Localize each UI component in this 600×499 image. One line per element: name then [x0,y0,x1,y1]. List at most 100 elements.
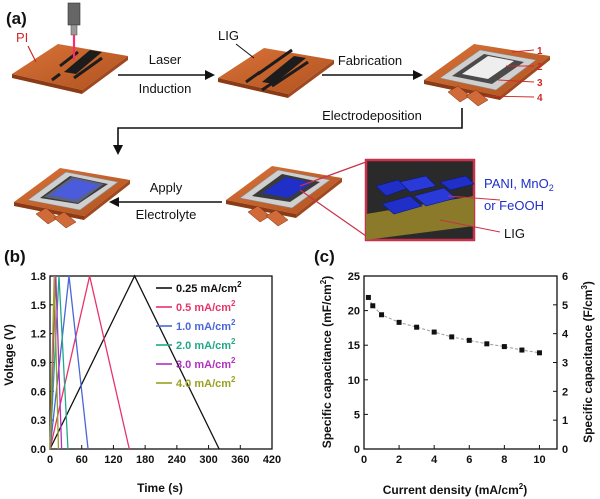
chart-b-x-tick-label: 240 [168,454,186,466]
zoom-lig-label: LIG [504,226,525,241]
pi-pointer [27,45,37,63]
chart-b-legend-unit-superscript: 2 [231,375,236,384]
chart-c-plot: 0 2 4 6 8 10 0 5 10 15 20 25 0 1 2 3 4 5 6 [348,271,569,466]
chart-b-legend-label: 4.0 mA/cm2 [176,375,236,390]
final-substrate-side [84,180,130,220]
lig-pattern-block [262,56,306,84]
pi-substrate-edge [12,74,82,94]
chart-b-y-tick-label: 1.2 [31,329,46,341]
chart-c-xlabel-end: ) [523,483,527,497]
chart-c-data-point [536,350,542,356]
lig-finger-2 [271,60,309,88]
layer-pointer-1 [511,49,535,53]
chart-c-y-tick-label: 25 [348,271,360,283]
chart-b-legend-label: 3.0 mA/cm2 [176,356,236,371]
zoom-pointer-lig [439,219,501,233]
chart-c-y-tick-label: 5 [354,409,360,421]
chart-b-x-tick-label: 0 [47,454,53,466]
panel-a-label: (a) [6,9,27,28]
chart-b-series-line [49,275,69,450]
chart-b-legend-label: 2.0 mA/cm2 [176,337,236,352]
chart-b-x-tick-label: 300 [199,454,217,466]
chart-b-x-tick-label: 60 [76,454,88,466]
chart-c-y-axis-title: Specific capacitance (mF/cm2) [319,276,334,449]
chart-b-y-tick-label: 0.9 [31,358,46,370]
arrow-electrodeposition [113,108,463,155]
chart-c-data-point [501,344,507,350]
chart-b-legend-label: 0.25 mA/cm2 [176,280,242,295]
chart-c-y2-tick-label: 5 [562,300,568,312]
electrodeposited-device [226,161,367,237]
lig-line-trace [51,72,61,82]
zoom-blue-block-3 [381,195,423,215]
chart-b-legend-unit-superscript: 2 [231,299,236,308]
chart-c-data-point [519,347,525,353]
chart-b-x-tick-label: 360 [231,454,249,466]
chart-c-ylabel-end: ) [320,276,334,280]
chart-c-data-point [396,319,402,325]
chart-c-data-point [414,324,420,330]
chart-c-y-tick-label: 0 [354,444,360,456]
chart-b-y-tick-label: 0.0 [31,444,46,456]
step-apply-label-1: Apply [150,180,183,195]
chart-b-y-tick-label: 1.8 [31,271,46,283]
chart-b-series-line [49,275,60,450]
zoom-blue-block-2 [399,175,437,193]
chart-c-y2-tick-label: 3 [562,358,568,370]
chart-c-y-tick-label: 20 [348,306,360,318]
laser-head-icon [67,2,81,26]
chart-c-y-tick-label: 10 [348,375,360,387]
laser-nozzle [70,24,78,36]
chart-b-legend-unit-superscript: 2 [237,280,242,289]
ed-substrate-side [296,178,342,218]
chart-c-frame [363,275,558,450]
pi-substrate-side [82,56,128,94]
panel-a: (a) PI Laser Induction [6,2,554,242]
chart-c-x-tick-label: 10 [533,454,545,466]
lig-line-right [73,56,103,80]
fabricated-device: 1 2 3 4 [424,44,550,107]
lig-label: LIG [218,28,239,43]
mno2-subscript: 2 [549,183,554,193]
chart-b-legend-unit-superscript: 2 [231,318,236,327]
layer-pointer-3 [497,79,535,83]
layer-pointer-4 [483,95,535,98]
chart-c-data-point [379,312,385,318]
chart-b-legend-unit-superscript: 2 [231,356,236,365]
step-laser-label-2: Induction [139,81,192,96]
chart-c-y2-tick-label: 0 [562,444,568,456]
chart-b-legend-unit-superscript: 2 [231,337,236,346]
chart-c-data-point [365,294,371,300]
zoom-blue-block-5 [439,175,475,191]
panel-b: (b) Voltage (V) Time (s) 0 60 120 180 240 300… [2,247,281,495]
lig-pattern-partial [64,50,102,74]
step-fabrication-label: Fabrication [338,53,402,68]
material-label-line1: PANI, MnO2 [484,176,554,193]
material-label-line2: or FeOOH [484,198,544,213]
lig-finger-3 [245,70,261,84]
chart-c-y2-tick-label: 6 [562,271,568,283]
lig-pointer [235,43,255,59]
zoom-pointer-material [447,195,501,201]
final-tab-right [53,211,77,229]
panel-b-label: (b) [4,247,26,266]
chart-b-legend-label: 0.5 mA/cm2 [176,299,236,314]
lig-substrate-side [288,60,334,98]
chart-b-y-tick-label: 0.3 [31,415,46,427]
chart-b-plot: 0 60 120 180 240 300 360 420 0.0 0.3 0.6 0.9 1.2 1.5 1… [31,271,281,466]
lig-finger-1 [257,48,293,76]
chart-b-x-tick-label: 180 [136,454,154,466]
chart-c-data-point [370,303,376,309]
step-laser-label-1: Laser [149,52,182,67]
zoom-gold-layer [366,196,474,240]
final-electrolyte-gel [44,177,104,203]
chart-c-y2-tick-label: 4 [562,329,569,341]
chart-c-data-point [466,337,472,343]
panel-c: (c) Specific capacitance (mF/cm2) Specif… [314,247,595,497]
chart-c-data-point [431,329,437,335]
lig-device: LIG [218,28,334,98]
zoom-connector-bottom [299,189,367,237]
chart-b-legend-label: 1.0 mA/cm2 [176,318,236,333]
step-electrodeposition-label: Electrodeposition [322,108,422,123]
ed-active-material [262,177,312,198]
